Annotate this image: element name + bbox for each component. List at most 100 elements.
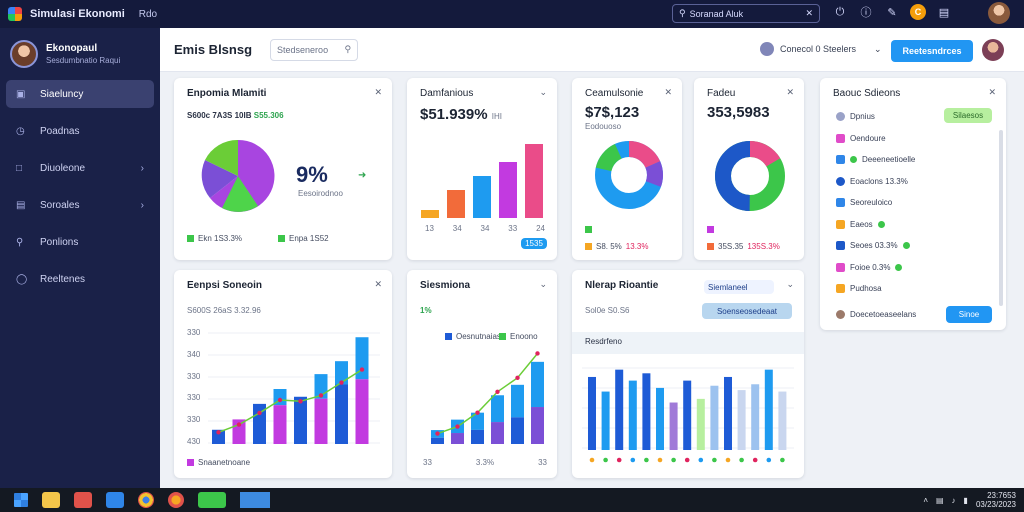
trend-point — [318, 393, 324, 398]
circle-icon — [836, 177, 845, 186]
sidebar-item-6[interactable]: ◯ Reeltenes — [6, 265, 154, 293]
stack-bar — [656, 387, 664, 450]
list-item[interactable]: Pudhosa — [836, 284, 882, 293]
sidebar-item-1[interactable]: ▣ Siaeluncy — [6, 80, 154, 108]
bar-lower — [511, 417, 524, 444]
stack-bar — [778, 391, 787, 450]
store-icon[interactable] — [106, 492, 124, 508]
bar-2 — [447, 190, 465, 218]
bar-upper — [491, 395, 504, 423]
list-item[interactable]: Oendoure — [836, 134, 886, 143]
clock[interactable]: 23:7653 03/23/2023 — [976, 491, 1016, 509]
chevron-right-icon: › — [140, 199, 144, 211]
value-badge: 1535 — [521, 238, 547, 249]
axis-dot — [712, 457, 717, 463]
folder-icon[interactable] — [42, 492, 60, 508]
header-search-text: Stedseneroo — [277, 44, 329, 55]
sidebar-item-4[interactable]: ▤ Soroales › — [6, 191, 154, 219]
search-icon: ⚲ — [679, 8, 686, 18]
pen-icon[interactable]: ✎ — [887, 6, 897, 19]
list-item[interactable]: Dpnius — [836, 112, 875, 121]
list-item[interactable]: Foioe 0.3% — [836, 263, 903, 272]
revenue-chart — [208, 332, 380, 444]
bar-lower — [531, 407, 544, 444]
chevron-down-icon[interactable]: ⌄ — [539, 279, 547, 289]
chevron-down-icon[interactable]: ⌄ — [786, 279, 794, 289]
legend-swatch — [187, 235, 194, 242]
list-item[interactable]: Seoreuloico — [836, 198, 892, 207]
connection-label: Conecol 0 Steelers — [780, 44, 857, 54]
card-sub: Sol0e S0.S6 — [585, 306, 630, 315]
side-list-button[interactable]: Silaesos — [944, 108, 992, 123]
section-label: Resdrfeno — [585, 337, 622, 346]
axis-dot — [698, 457, 704, 463]
profile-avatar — [10, 40, 38, 68]
active-app-icon[interactable] — [240, 492, 270, 508]
donut-chart — [595, 141, 663, 209]
network-icon[interactable]: ▤ — [935, 495, 944, 505]
arrow-right-icon: ➜ — [358, 170, 367, 181]
chevron-up-icon[interactable]: ˄ — [923, 495, 928, 505]
legend-item: S8. 5% 13.3% — [585, 242, 648, 251]
clipboard-icon[interactable]: ▤ — [938, 6, 950, 19]
start-icon[interactable] — [14, 493, 28, 507]
filter-button[interactable]: Soenseosedeaat — [702, 303, 792, 319]
scrollbar[interactable] — [999, 130, 1003, 306]
sidebar-item-5[interactable]: ⚲ Ponlions — [6, 228, 154, 256]
sidebar-item-2[interactable]: ◷ Poadnas — [6, 117, 154, 145]
list-item[interactable]: Eaeos — [836, 220, 885, 229]
power-icon[interactable]: ⏻ — [835, 5, 845, 18]
menu-item[interactable]: Rdo — [138, 8, 158, 20]
clock-date: 03/23/2023 — [975, 500, 1016, 509]
volume-icon[interactable]: ♪ — [951, 495, 956, 505]
app-logo-icon — [8, 7, 22, 21]
close-icon[interactable]: ✕ — [805, 8, 813, 18]
filter-pill[interactable]: Siemlaneel — [704, 280, 774, 294]
bar-lower — [471, 429, 484, 444]
title-search-text: Soranad Aluk — [689, 8, 744, 19]
bar-3 — [473, 176, 491, 218]
header-search-input[interactable]: Stedseneroo ⚲ — [270, 38, 359, 61]
battery-icon[interactable]: ▮ — [963, 495, 968, 505]
wrench-icon: ⚲ — [16, 236, 24, 248]
legend-swatch — [707, 243, 714, 250]
trend-point — [216, 430, 221, 435]
game-icon[interactable] — [198, 492, 226, 508]
info-icon[interactable]: ⓘ — [860, 7, 872, 19]
bar-lower — [335, 384, 348, 444]
user-avatar[interactable] — [988, 2, 1010, 24]
title-search-input[interactable]: ⚲ Soranad Aluk ✕ — [672, 4, 820, 23]
legend-item: 35S.35 135S.3% — [707, 242, 780, 251]
sidebar-item-3[interactable]: □ Diuoleone › — [6, 154, 154, 182]
connection-selector[interactable]: Conecol 0 Steelers ⌄ — [760, 42, 882, 56]
list-item[interactable]: Seoes 03.3% — [836, 241, 910, 250]
profile[interactable]: Ekonopaul Sesdumbnatio Raqui — [0, 28, 160, 80]
browser-icon[interactable] — [168, 492, 184, 508]
close-icon[interactable]: ✕ — [664, 87, 672, 97]
chrome-icon[interactable] — [138, 492, 154, 508]
square-icon — [836, 155, 845, 164]
side-footer-button[interactable]: Sinoe — [946, 306, 992, 323]
bar-chart — [421, 144, 543, 218]
pie-slice-purple — [210, 139, 275, 212]
header-avatar[interactable] — [982, 39, 1004, 61]
donut-chart — [715, 141, 785, 211]
coin-icon[interactable]: C — [910, 4, 926, 20]
close-icon[interactable]: ✕ — [786, 87, 794, 97]
chevron-down-icon[interactable]: ⌄ — [539, 87, 547, 97]
card-revenue: Eenpsi Soneoin ✕ S600S 26aS 3.32.96 330 3… — [174, 270, 392, 478]
stack-bar — [764, 369, 773, 450]
close-icon[interactable]: ✕ — [374, 279, 382, 289]
bar-lower — [314, 398, 328, 444]
bar-5 — [525, 144, 543, 218]
close-icon[interactable]: ✕ — [988, 87, 996, 97]
close-icon[interactable]: ✕ — [374, 87, 382, 97]
bar-lower — [294, 396, 307, 444]
bar-upper — [511, 384, 524, 418]
status-dot — [895, 264, 903, 271]
list-item[interactable]: Deeeneetioelle — [836, 155, 915, 164]
list-item[interactable]: Eoaclons 13.3% — [836, 177, 908, 186]
legend-swatch — [707, 226, 714, 233]
primary-button[interactable]: Reetesndrces — [891, 40, 973, 62]
calendar-icon[interactable] — [74, 492, 92, 508]
